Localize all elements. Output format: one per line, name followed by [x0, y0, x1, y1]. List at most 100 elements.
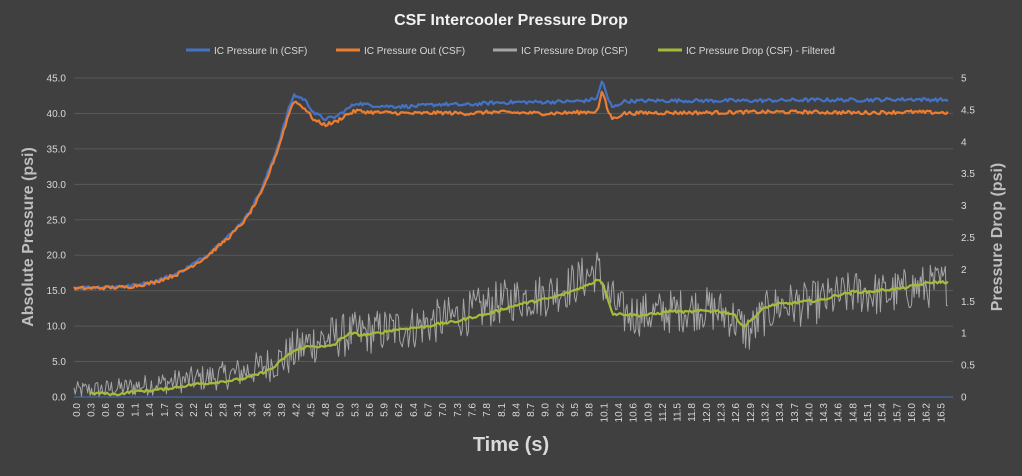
x-tick-label: 9.2: [555, 403, 566, 417]
x-tick-label: 14.8: [848, 403, 859, 423]
legend-item-ic-pressure-drop: IC Pressure Drop (CSF): [493, 46, 628, 57]
x-tick-label: 15.7: [892, 403, 903, 423]
y-left-tick-label: 10.0: [47, 322, 67, 333]
legend-label: IC Pressure Drop (CSF) - Filtered: [686, 46, 835, 57]
x-tick-label: 0.6: [101, 403, 112, 417]
y-right-tick-label: 3: [961, 201, 967, 212]
x-tick-label: 4.5: [306, 403, 317, 417]
x-tick-label: 1.4: [145, 403, 156, 417]
x-tick-label: 15.4: [878, 403, 889, 423]
legend-item-ic-pressure-drop-filtered: IC Pressure Drop (CSF) - Filtered: [658, 46, 835, 57]
x-tick-label: 13.4: [775, 403, 786, 423]
x-tick-label: 12.3: [717, 403, 728, 423]
y-left-tick-label: 25.0: [47, 215, 67, 226]
legend-label: IC Pressure In (CSF): [214, 46, 307, 57]
x-tick-label: 6.7: [424, 403, 435, 417]
x-axis: 0.0 0.3 0.6 0.8 1.1 1.4 1.7 2.0 2.2 2.5 2.8 3.1 3.4 3…: [72, 396, 953, 423]
series-line-ic-pressure-out-csf: [73, 90, 949, 291]
y-left-tick-label: 35.0: [47, 144, 67, 155]
x-tick-label: 6.4: [409, 403, 420, 417]
y-left-tick-label: 0.0: [52, 393, 66, 404]
x-tick-label: 2.2: [189, 403, 200, 417]
x-tick-label: 2.8: [218, 403, 229, 417]
x-tick-label: 16.2: [922, 403, 933, 423]
y-left-tick-label: 5.0: [52, 357, 66, 368]
x-tick-label: 0.3: [87, 403, 98, 417]
legend-item-ic-pressure-out: IC Pressure Out (CSF): [336, 46, 465, 57]
x-tick-label: 9.0: [541, 403, 552, 417]
x-tick-label: 11.5: [673, 403, 684, 422]
x-tick-label: 11.2: [658, 403, 669, 422]
x-tick-label: 3.1: [233, 403, 244, 417]
x-tick-label: 16.0: [907, 403, 918, 423]
x-tick-label: 5.9: [380, 403, 391, 417]
x-tick-label: 14.6: [834, 403, 845, 423]
x-tick-label: 9.8: [585, 403, 596, 417]
gridlines: [74, 77, 953, 398]
x-tick-label: 11.8: [687, 403, 698, 422]
x-tick-label: 15.1: [863, 403, 874, 423]
x-tick-label: 1.7: [160, 403, 171, 417]
x-tick-label: 0.0: [72, 403, 83, 417]
y-right-tick-label: 0: [961, 393, 967, 404]
series-line-ic-pressure-drop-csf: [73, 252, 948, 398]
plot-area: [73, 80, 949, 398]
legend: IC Pressure In (CSF) IC Pressure Out (CS…: [186, 46, 835, 57]
x-tick-label: 10.6: [629, 403, 640, 423]
y-left-tick-label: 30.0: [47, 180, 67, 191]
x-tick-label: 8.4: [511, 403, 522, 417]
y-right-tick-label: 1: [961, 329, 967, 340]
y-right-tick-label: 2: [961, 265, 967, 276]
y-right-tick-label: 4.5: [961, 105, 975, 116]
x-tick-label: 7.0: [438, 403, 449, 417]
y-right-tick-label: 2.5: [961, 233, 975, 244]
x-tick-label: 13.7: [790, 403, 801, 423]
y-left-tick-label: 45.0: [47, 74, 67, 85]
y-left-tick-label: 40.0: [47, 109, 67, 120]
x-tick-label: 4.2: [292, 403, 303, 417]
x-tick-label: 0.8: [116, 403, 127, 417]
y-axis-left: 0.0 5.0 10.0 15.0 20.0 25.0 30.0 35.0 40.0 45.0: [47, 74, 67, 404]
legend-item-ic-pressure-in: IC Pressure In (CSF): [186, 46, 307, 57]
x-tick-label: 6.2: [394, 403, 405, 417]
x-tick-label: 2.5: [204, 403, 215, 417]
x-tick-label: 2.0: [174, 403, 185, 417]
x-tick-label: 7.6: [467, 403, 478, 417]
x-tick-label: 10.1: [599, 403, 610, 423]
y-right-tick-label: 4: [961, 137, 967, 148]
legend-label: IC Pressure Drop (CSF): [521, 46, 628, 57]
x-tick-label: 8.7: [526, 403, 537, 417]
x-tick-label: 3.4: [248, 403, 259, 417]
x-tick-label: 7.3: [453, 403, 464, 417]
x-tick-label: 5.0: [336, 403, 347, 417]
x-tick-label: 14.0: [804, 403, 815, 423]
x-tick-label: 13.2: [760, 403, 771, 423]
y-left-tick-label: 15.0: [47, 286, 67, 297]
y-axis-right: 0 0.5 1 1.5 2 2.5 3 3.5 4 4.5 5: [961, 74, 975, 404]
x-tick-label: 3.6: [262, 403, 273, 417]
x-tick-label: 10.9: [643, 403, 654, 423]
legend-label: IC Pressure Out (CSF): [364, 46, 465, 57]
x-tick-label: 12.0: [702, 403, 713, 423]
x-tick-label: 8.1: [497, 403, 508, 417]
y-right-tick-label: 5: [961, 74, 967, 85]
x-tick-label: 5.3: [350, 403, 361, 417]
x-tick-label: 12.6: [731, 403, 742, 423]
x-tick-label: 14.3: [819, 403, 830, 423]
y-right-tick-label: 0.5: [961, 361, 975, 372]
series-line-ic-pressure-drop-csf-filtered: [88, 278, 949, 397]
x-axis-title: Time (s): [473, 434, 549, 456]
chart-title: CSF Intercooler Pressure Drop: [394, 12, 628, 29]
y-axis-left-title: Absolute Pressure (psi): [20, 147, 37, 327]
y-right-tick-label: 3.5: [961, 169, 975, 180]
x-tick-label: 4.8: [321, 403, 332, 417]
x-tick-label: 10.4: [614, 403, 625, 423]
x-tick-label: 12.9: [746, 403, 757, 423]
y-right-tick-label: 1.5: [961, 297, 975, 308]
x-tick-label: 5.6: [365, 403, 376, 417]
x-tick-label: 3.9: [277, 403, 288, 417]
x-tick-label: 9.5: [570, 403, 581, 417]
x-tick-label: 1.1: [131, 403, 142, 417]
y-left-tick-label: 20.0: [47, 251, 67, 262]
